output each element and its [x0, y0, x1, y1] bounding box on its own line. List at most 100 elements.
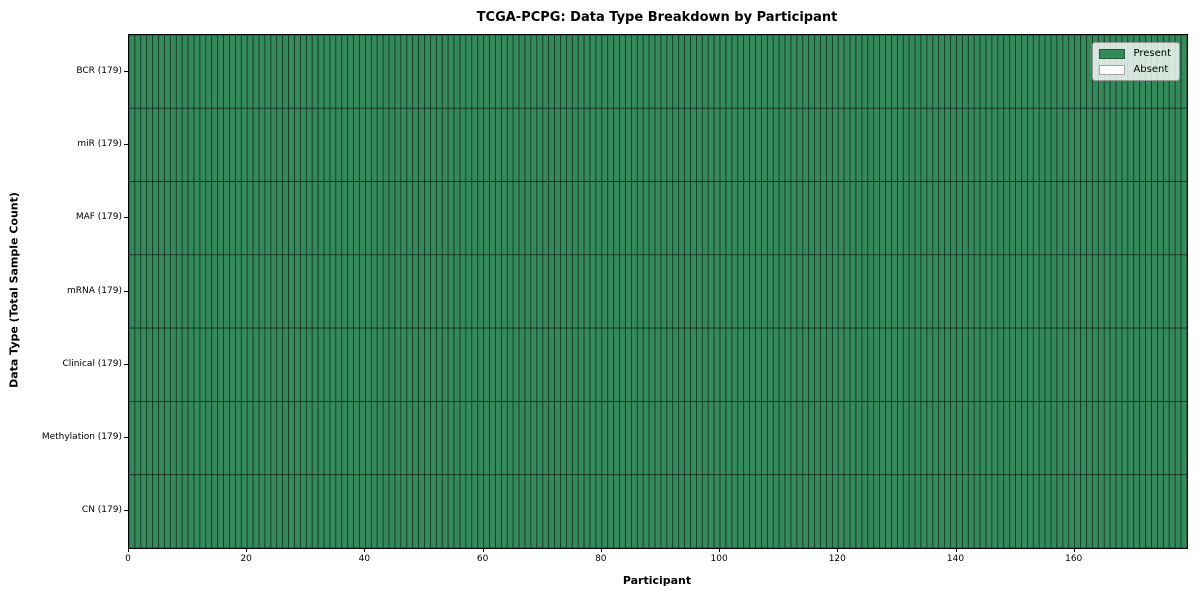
heatmap-cell [234, 327, 242, 402]
heatmap-cell [725, 401, 733, 476]
heatmap-cell [944, 181, 951, 256]
heatmap-cell [660, 401, 668, 476]
heatmap-cell [1015, 181, 1022, 256]
heatmap-cell [542, 254, 550, 329]
heatmap-cell [234, 474, 242, 548]
heatmap-cell [187, 254, 195, 329]
heatmap-cell [761, 107, 768, 182]
heatmap-cell [950, 401, 957, 476]
heatmap-cell [134, 327, 142, 402]
heatmap-cell [1157, 327, 1164, 402]
heatmap-cell [536, 254, 544, 329]
heatmap-cell [1151, 327, 1158, 402]
heatmap-cell [725, 474, 733, 548]
heatmap-cell [524, 181, 532, 256]
heatmap-cell [684, 181, 691, 256]
heatmap-cell [902, 107, 910, 182]
heatmap-cell [642, 181, 650, 256]
heatmap-cell [1032, 401, 1040, 476]
heatmap-cell [985, 327, 993, 402]
heatmap-cell [459, 327, 467, 402]
heatmap-cell [1115, 254, 1123, 329]
heatmap-cell [696, 254, 703, 329]
heatmap-cell [879, 35, 886, 109]
heatmap-cell [1044, 254, 1052, 329]
heatmap-cell [979, 474, 987, 548]
heatmap-cell [412, 35, 420, 109]
heatmap-cell [1021, 254, 1028, 329]
heatmap-cell [790, 327, 798, 402]
heatmap-cell [743, 474, 751, 548]
heatmap-cell [169, 181, 177, 256]
heatmap-cell [938, 474, 946, 548]
heatmap-cell [613, 474, 620, 548]
heatmap-cell [382, 327, 390, 402]
heatmap-cell [648, 107, 656, 182]
heatmap-cell [1097, 254, 1105, 329]
heatmap-cell [270, 254, 278, 329]
heatmap-cell [826, 327, 833, 402]
heatmap-cell [305, 401, 313, 476]
heatmap-cell [376, 35, 384, 109]
heatmap-cell [276, 474, 284, 548]
heatmap-cell [1145, 107, 1152, 182]
heatmap-cell [642, 35, 650, 109]
heatmap-cell [755, 254, 762, 329]
heatmap-cell [861, 107, 869, 182]
heatmap-cell [920, 327, 928, 402]
heatmap-cell [1121, 474, 1129, 548]
heatmap-cell [435, 181, 443, 256]
heatmap-cell [193, 254, 201, 329]
heatmap-cell [826, 254, 833, 329]
heatmap-cell [441, 327, 449, 402]
heatmap-cell [1174, 327, 1182, 402]
heatmap-cell [152, 35, 159, 109]
heatmap-cell [554, 327, 561, 402]
x-tick-mark [1073, 548, 1075, 552]
heatmap-cell [601, 181, 609, 256]
heatmap-cell [217, 35, 224, 109]
heatmap-cell [855, 35, 863, 109]
heatmap-cell [530, 474, 538, 548]
heatmap-cell [347, 181, 355, 256]
heatmap-cell [430, 181, 437, 256]
heatmap-cell [855, 474, 863, 548]
heatmap-cell [223, 474, 230, 548]
heatmap-cell [459, 401, 467, 476]
heatmap-cell [276, 327, 284, 402]
heatmap-cell [477, 35, 485, 109]
heatmap-cell [217, 401, 224, 476]
heatmap-cell [400, 35, 408, 109]
heatmap-cell [1086, 181, 1093, 256]
heatmap-cell [311, 35, 319, 109]
heatmap-cell [601, 401, 609, 476]
heatmap-cell [453, 401, 461, 476]
heatmap-cell [678, 254, 685, 329]
heatmap-cell [1145, 474, 1152, 548]
heatmap-cell [1097, 107, 1105, 182]
heatmap-cell [223, 401, 230, 476]
heatmap-cell [1115, 327, 1123, 402]
heatmap-cell [134, 35, 142, 109]
heatmap-cell [648, 401, 656, 476]
heatmap-cell [973, 327, 981, 402]
heatmap-cell [1103, 107, 1111, 182]
heatmap-cell [394, 35, 402, 109]
heatmap-cell [453, 327, 461, 402]
heatmap-cell [388, 401, 396, 476]
heatmap-cell [802, 107, 810, 182]
heatmap-cell [1157, 401, 1164, 476]
heatmap-cell [565, 327, 573, 402]
heatmap-cell [341, 107, 349, 182]
heatmap-cell [814, 181, 821, 256]
heatmap-cell [199, 327, 207, 402]
x-tick-mark [600, 548, 602, 552]
heatmap-cell [193, 474, 201, 548]
heatmap-cell [317, 254, 325, 329]
heatmap-cell [619, 474, 626, 548]
heatmap-cell [370, 474, 378, 548]
heatmap-cell [542, 181, 550, 256]
heatmap-cell [418, 181, 425, 256]
heatmap-cell [258, 254, 266, 329]
x-axis-label: Participant [622, 574, 692, 587]
